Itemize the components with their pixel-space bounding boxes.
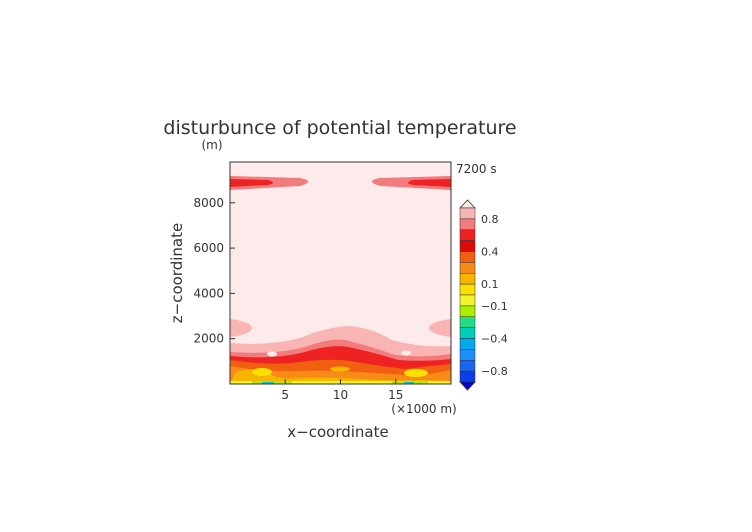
x-tick-label: 10 <box>333 388 348 402</box>
contour-bottom-cyan-right <box>404 382 414 384</box>
time-label: 7200 s <box>456 162 497 176</box>
contour-notch-right <box>401 350 411 356</box>
heatmap-plot: 5 10 15 2000 4000 6000 8000 <box>193 161 452 402</box>
x-axis: 5 10 15 <box>281 379 403 402</box>
x-unit-label: (×1000 m) <box>391 402 456 416</box>
x-tick-label: 15 <box>388 388 403 402</box>
colorbar-swatch <box>459 305 476 317</box>
colorbar-arrow-top <box>459 199 476 209</box>
colorbar-swatch <box>459 349 476 361</box>
y-axis: 2000 4000 6000 8000 <box>193 196 235 346</box>
y-unit-label: (m) <box>201 138 222 152</box>
y-tick-label: 8000 <box>193 196 224 210</box>
x-tick-label: 5 <box>281 388 289 402</box>
contour-left-lobe <box>230 319 252 337</box>
colorbar-swatch <box>459 229 476 241</box>
y-tick-label: 4000 <box>193 286 224 300</box>
colorbar-tick-label: 0.4 <box>481 246 499 259</box>
colorbar-arrow-bottom <box>459 381 476 391</box>
y-tick-label: 6000 <box>193 241 224 255</box>
contour-notch-left <box>267 351 277 357</box>
colorbar-tick-label: −0.8 <box>481 365 508 378</box>
y-axis-label: z−coordinate <box>168 223 186 323</box>
colorbar-swatch <box>459 207 476 220</box>
y-tick-label: 2000 <box>193 332 224 346</box>
colorbar-swatch <box>459 294 476 307</box>
contour-field <box>230 176 451 384</box>
colorbar-tick-label: 0.8 <box>481 213 499 226</box>
contour-right-lobe <box>429 319 451 337</box>
colorbar: 0.8 0.4 0.1 −0.1 −0.4 −0.8 <box>459 199 508 391</box>
colorbar-swatch <box>459 370 476 383</box>
colorbar-tick-label: −0.4 <box>481 333 508 346</box>
x-axis-label: x−coordinate <box>287 423 388 441</box>
colorbar-tick-label: 0.1 <box>481 278 499 291</box>
contour-upper-left-core <box>230 179 273 187</box>
colorbar-swatch <box>459 218 476 230</box>
colorbar-swatch <box>459 240 476 252</box>
contour-yellow-pocket-right <box>404 369 428 377</box>
colorbar-swatch <box>459 316 476 328</box>
contour-upper-right-core <box>408 179 451 187</box>
colorbar-swatch <box>459 273 476 285</box>
colorbar-tick-label: −0.1 <box>481 300 508 313</box>
contour-yellow-pocket-left <box>252 368 272 376</box>
colorbar-swatch <box>459 262 476 274</box>
colorbar-swatch <box>459 283 476 296</box>
contour-bottom-cyan-left <box>262 382 274 384</box>
colorbar-swatch <box>459 360 476 372</box>
colorbar-swatch <box>459 327 476 339</box>
contour-center-pocket <box>330 366 350 372</box>
colorbar-swatch <box>459 338 476 350</box>
chart-title: disturbunce of potential temperature <box>163 117 516 139</box>
colorbar-swatch <box>459 251 476 263</box>
